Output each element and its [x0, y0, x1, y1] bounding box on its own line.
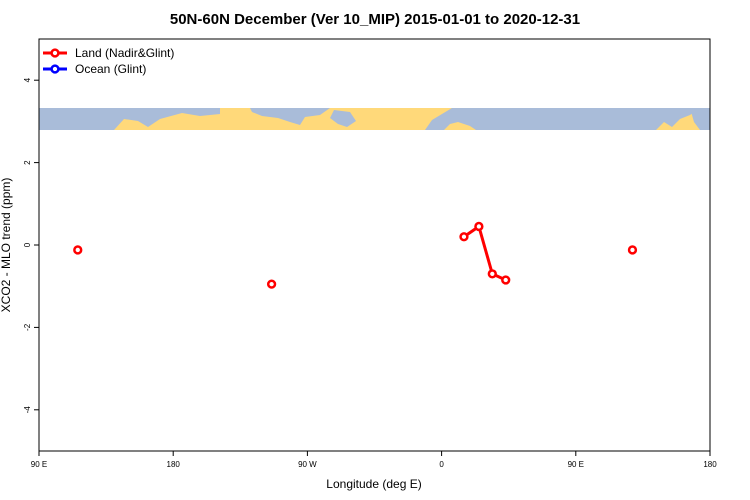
data-point [487, 269, 497, 279]
series-line [463, 224, 507, 282]
x-tick-label: 180 [167, 460, 181, 469]
y-tick-label: 2 [23, 160, 32, 165]
legend: Land (Nadir&Glint) Ocean (Glint) [43, 46, 174, 76]
x-tick-label: 90 E [31, 460, 47, 469]
axes: 90 E 180 90 W 0 90 E 180 4 2 0 -2 -4 [23, 77, 717, 469]
x-tick-label: 90 E [568, 460, 584, 469]
series-layer [73, 221, 638, 289]
map-landmass-north-america [250, 108, 330, 125]
x-tick-label: 180 [703, 460, 717, 469]
data-point [474, 221, 484, 232]
map-band [39, 108, 710, 130]
map-landmass-europe [425, 108, 650, 130]
y-tick-label: 4 [23, 77, 32, 82]
map-landmass-siberia [39, 108, 220, 130]
x-tick-label: 90 W [298, 460, 317, 469]
legend-label: Land (Nadir&Glint) [75, 46, 174, 60]
map-landmass-asia-east [690, 108, 710, 130]
map-landmass-kamchatka [648, 108, 700, 130]
legend-marker [50, 48, 60, 58]
data-point [266, 279, 277, 289]
y-tick-label: -2 [23, 323, 32, 331]
plot-frame [38, 38, 711, 452]
data-point [459, 232, 469, 242]
y-tick-label: -4 [23, 406, 32, 414]
data-point [501, 275, 511, 285]
chart-title: 50N-60N December (Ver 10_MIP) 2015-01-01… [170, 11, 580, 28]
y-axis-title: XCO2 - MLO trend (ppm) [0, 178, 13, 313]
x-axis-title: Longitude (deg E) [326, 477, 421, 491]
map-landmass-europe-cutout [444, 122, 476, 130]
data-point [73, 245, 83, 255]
y-tick-label: 0 [23, 242, 32, 247]
legend-label: Ocean (Glint) [75, 62, 146, 76]
x-tick-label: 0 [439, 460, 444, 469]
data-point [627, 245, 638, 255]
legend-marker [50, 64, 60, 74]
map-landmass-canada-east [330, 110, 356, 127]
